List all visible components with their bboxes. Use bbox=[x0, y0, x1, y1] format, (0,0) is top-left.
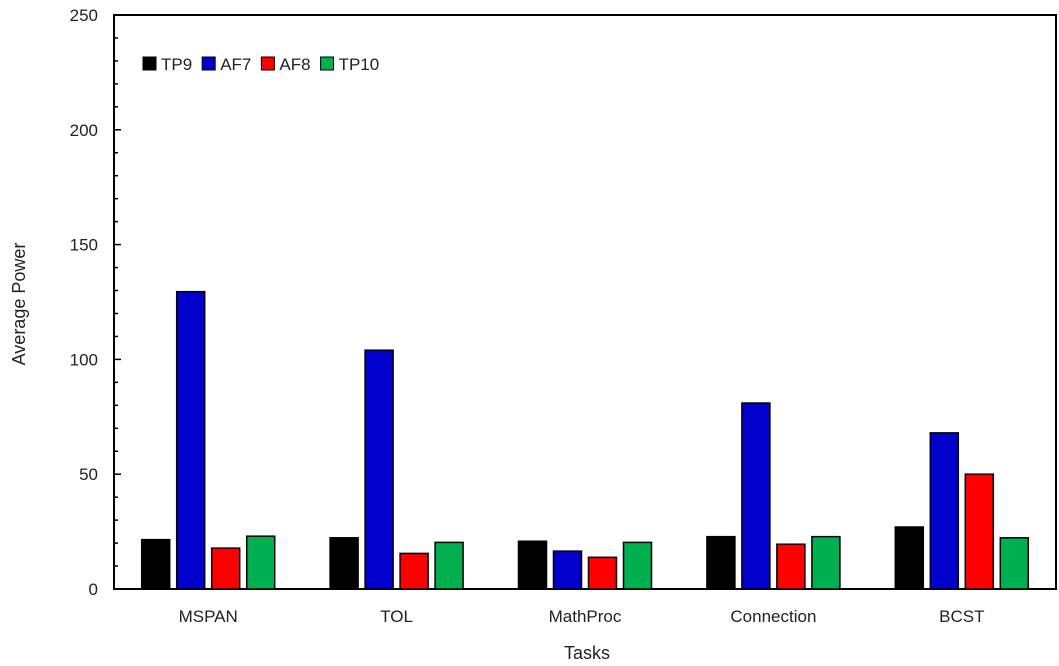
bar-tp10-tol bbox=[434, 541, 464, 590]
bar-tp9-tol bbox=[329, 537, 359, 590]
bar-af7-bcst bbox=[929, 432, 960, 590]
plot-area bbox=[113, 14, 1057, 590]
y-axis: 0 50 100 150 200 250 bbox=[70, 6, 121, 599]
x-tick-label: MSPAN bbox=[179, 607, 238, 626]
legend-label-tp9: TP9 bbox=[161, 55, 192, 74]
legend: TP9 AF7 AF8 TP10 bbox=[142, 55, 380, 74]
bar-tp9-mathproc bbox=[517, 540, 548, 590]
x-axis-title: Tasks bbox=[564, 643, 610, 663]
y-tick-label: 100 bbox=[70, 350, 98, 369]
bar-af8-tol bbox=[399, 552, 429, 590]
x-tick-label: BCST bbox=[939, 607, 984, 626]
x-tick-label: Connection bbox=[730, 607, 816, 626]
legend-swatch-tp9 bbox=[142, 56, 157, 71]
bars bbox=[140, 290, 1030, 590]
bar-tp10-mathproc bbox=[622, 541, 653, 590]
y-tick-label: 150 bbox=[70, 236, 98, 255]
bar-af7-mspan bbox=[175, 290, 206, 590]
bar-tp9-bcst bbox=[894, 526, 925, 590]
legend-swatch-af8 bbox=[260, 56, 275, 71]
bar-tp10-mspan bbox=[245, 535, 276, 590]
y-axis-title: Average Power bbox=[9, 243, 29, 366]
bar-tp9-connection bbox=[706, 535, 736, 590]
x-tick-label: TOL bbox=[380, 607, 413, 626]
y-tick-label: 50 bbox=[79, 465, 98, 484]
legend-label-af7: AF7 bbox=[220, 55, 251, 74]
y-tick-label: 0 bbox=[89, 580, 98, 599]
legend-label-tp10: TP10 bbox=[339, 55, 380, 74]
x-tick-label: MathProc bbox=[549, 607, 622, 626]
plot-border bbox=[113, 14, 1057, 590]
bar-tp10-bcst bbox=[999, 537, 1030, 590]
bar-af8-bcst bbox=[964, 473, 995, 590]
bar-af8-mspan bbox=[210, 547, 241, 590]
y-tick-label: 250 bbox=[70, 6, 98, 25]
bar-tp9-mspan bbox=[140, 538, 171, 590]
x-axis: MSPAN TOL MathProc Connection BCST bbox=[179, 607, 985, 626]
legend-swatch-af7 bbox=[201, 56, 216, 71]
y-tick-label: 200 bbox=[70, 121, 98, 140]
bar-af7-tol bbox=[364, 349, 394, 590]
bar-af8-connection bbox=[776, 543, 806, 590]
bar-af8-mathproc bbox=[587, 556, 618, 590]
legend-swatch-tp10 bbox=[320, 56, 335, 71]
legend-label-af8: AF8 bbox=[279, 55, 310, 74]
bar-af7-mathproc bbox=[552, 550, 583, 590]
bar-af7-connection bbox=[741, 402, 771, 590]
bar-tp10-connection bbox=[811, 535, 841, 590]
